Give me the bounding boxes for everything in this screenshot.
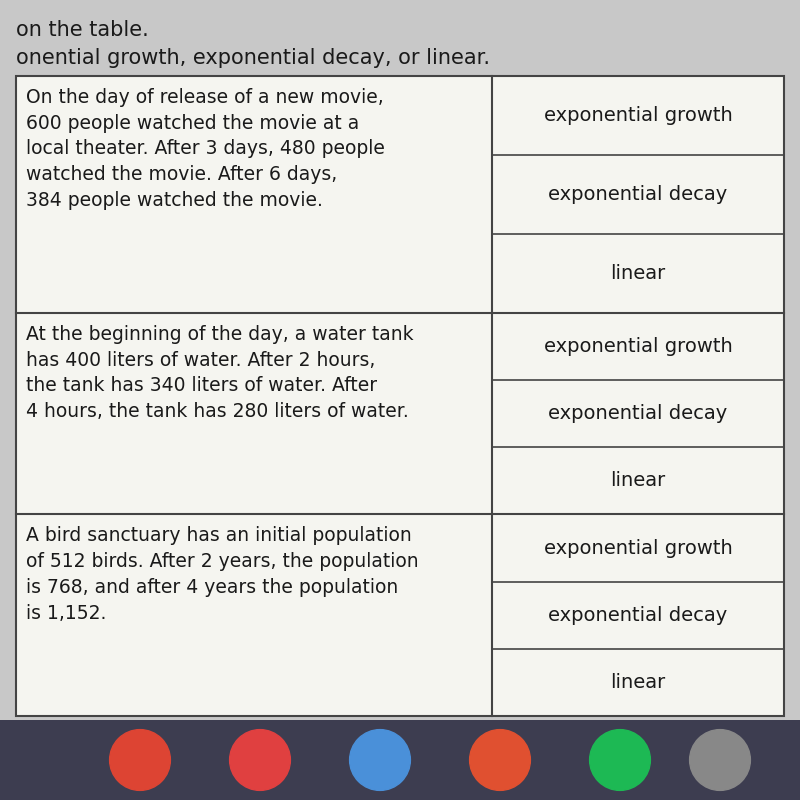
Bar <box>0 720 800 800</box>
Text: exponential decay: exponential decay <box>548 404 728 423</box>
Text: linear: linear <box>610 264 666 283</box>
Text: linear: linear <box>610 471 666 490</box>
Circle shape <box>690 730 750 790</box>
Bar <box>16 76 784 716</box>
Text: on the table.: on the table. <box>16 20 149 40</box>
Text: At the beginning of the day, a water tank
has 400 liters of water. After 2 hours: At the beginning of the day, a water tan… <box>26 325 414 421</box>
Text: A bird sanctuary has an initial population
of 512 birds. After 2 years, the popu: A bird sanctuary has an initial populati… <box>26 526 418 622</box>
Circle shape <box>470 730 530 790</box>
Circle shape <box>230 730 290 790</box>
Circle shape <box>590 730 650 790</box>
Text: linear: linear <box>610 673 666 692</box>
Text: On the day of release of a new movie,
600 people watched the movie at a
local th: On the day of release of a new movie, 60… <box>26 88 385 210</box>
Circle shape <box>110 730 170 790</box>
Text: exponential growth: exponential growth <box>544 106 732 125</box>
Circle shape <box>350 730 410 790</box>
Text: exponential decay: exponential decay <box>548 185 728 204</box>
Text: exponential growth: exponential growth <box>544 538 732 558</box>
Text: exponential growth: exponential growth <box>544 337 732 356</box>
Text: exponential decay: exponential decay <box>548 606 728 625</box>
Text: onential growth, exponential decay, or linear.: onential growth, exponential decay, or l… <box>16 48 490 68</box>
